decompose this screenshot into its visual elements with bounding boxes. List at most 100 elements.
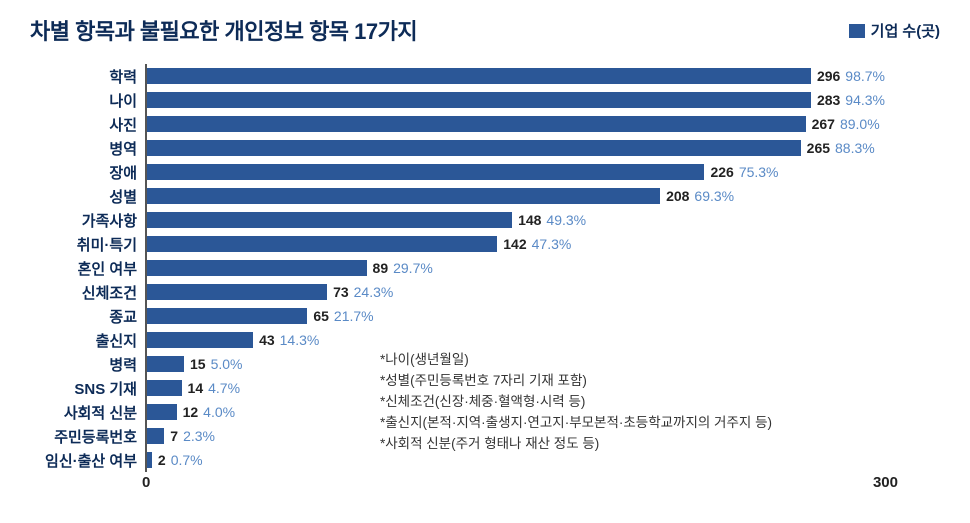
bar-row: 장애 22675.3% xyxy=(30,160,940,184)
value-count: 2 xyxy=(158,452,166,468)
value-count: 283 xyxy=(817,92,840,108)
bar-cell: 142 47.3% xyxy=(145,232,885,256)
value-count: 15 xyxy=(190,356,206,372)
bar xyxy=(147,188,660,204)
bar-row: 출신지 43 14.3% xyxy=(30,328,940,352)
bar xyxy=(147,236,497,252)
bar-row: 사진26789.0% xyxy=(30,112,940,136)
bar xyxy=(147,212,512,228)
bar xyxy=(147,140,801,156)
value-label: 124.0% xyxy=(183,404,236,420)
bar-cell: 208 69.3% xyxy=(145,184,885,208)
value-percent: 14.3% xyxy=(280,332,320,348)
value-percent: 89.0% xyxy=(840,116,880,132)
value-count: 142 xyxy=(503,236,526,252)
bar-cell: 65 21.7% xyxy=(145,304,885,328)
value-percent: 21.7% xyxy=(334,308,374,324)
value-count: 14 xyxy=(188,380,204,396)
category-label: 병역 xyxy=(30,138,145,159)
bar-cell: 267 89.0% xyxy=(145,112,885,136)
value-label: 65 21.7% xyxy=(313,308,373,324)
category-label: 장애 xyxy=(30,162,145,183)
bar-row: 가족사항 148 49.3% xyxy=(30,208,940,232)
chart-title: 차별 항목과 불필요한 개인정보 항목 17가지 xyxy=(30,14,417,46)
bar-row: 혼인 여부8929.7% xyxy=(30,256,940,280)
value-label: 208 69.3% xyxy=(666,188,734,204)
footnotes: *나이(생년월일)*성별(주민등록번호 7자리 기재 포함)*신체조건(신장·체… xyxy=(380,350,772,455)
bar-row: 성별 208 69.3% xyxy=(30,184,940,208)
category-label: 종교 xyxy=(30,306,145,327)
bar xyxy=(147,404,177,420)
category-label: SNS 기재 xyxy=(30,378,145,399)
bar-cell: 43 14.3% xyxy=(145,328,885,352)
category-label: 가족사항 xyxy=(30,210,145,231)
bar xyxy=(147,428,164,444)
value-count: 43 xyxy=(259,332,275,348)
footnote-line: *출신지(본적·지역·출생지·연고지·부모본적·초등학교까지의 거주지 등) xyxy=(380,413,772,434)
value-count: 267 xyxy=(812,116,835,132)
bar xyxy=(147,332,253,348)
value-percent: 0.7% xyxy=(171,452,203,468)
bar-cell: 22675.3% xyxy=(145,160,885,184)
value-percent: 49.3% xyxy=(546,212,586,228)
bar-row: 신체조건7324.3% xyxy=(30,280,940,304)
bar-row: 종교 65 21.7% xyxy=(30,304,940,328)
value-percent: 98.7% xyxy=(845,68,885,84)
footnote-line: *나이(생년월일) xyxy=(380,350,772,371)
value-count: 12 xyxy=(183,404,199,420)
value-label: 15 5.0% xyxy=(190,356,243,372)
legend: 기업 수(곳) xyxy=(849,20,940,41)
value-percent: 24.3% xyxy=(354,284,394,300)
x-tick-min: 0 xyxy=(142,474,150,491)
category-label: 출신지 xyxy=(30,330,145,351)
value-label: 148 49.3% xyxy=(518,212,586,228)
value-label: 144.7% xyxy=(188,380,241,396)
value-label: 28394.3% xyxy=(817,92,885,108)
bar-row: 취미·특기 142 47.3% xyxy=(30,232,940,256)
value-count: 148 xyxy=(518,212,541,228)
footnote-line: *신체조건(신장·체중·혈액형·시력 등) xyxy=(380,392,772,413)
legend-label: 기업 수(곳) xyxy=(871,20,940,41)
bar xyxy=(147,308,307,324)
value-label: 8929.7% xyxy=(373,260,433,276)
bar xyxy=(147,68,811,84)
bar-row: 병역 26588.3% xyxy=(30,136,940,160)
value-count: 296 xyxy=(817,68,840,84)
bar-row: 학력 296 98.7% xyxy=(30,64,940,88)
x-tick-max: 300 xyxy=(873,474,898,491)
value-percent: 4.0% xyxy=(203,404,235,420)
category-label: 나이 xyxy=(30,90,145,111)
value-label: 267 89.0% xyxy=(812,116,880,132)
value-count: 73 xyxy=(333,284,349,300)
category-label: 임신·출산 여부 xyxy=(30,450,145,471)
bar-cell: 296 98.7% xyxy=(145,64,885,88)
value-count: 65 xyxy=(313,308,329,324)
value-percent: 2.3% xyxy=(183,428,215,444)
bar-cell: 28394.3% xyxy=(145,88,885,112)
category-label: 주민등록번호 xyxy=(30,426,145,447)
bar-cell: 26588.3% xyxy=(145,136,885,160)
value-label: 22675.3% xyxy=(710,164,778,180)
footnote-line: *사회적 신분(주거 형태나 재산 정도 등) xyxy=(380,434,772,455)
value-label: 2 0.7% xyxy=(158,452,203,468)
value-label: 142 47.3% xyxy=(503,236,571,252)
bar-cell: 148 49.3% xyxy=(145,208,885,232)
value-percent: 5.0% xyxy=(211,356,243,372)
value-percent: 47.3% xyxy=(532,236,572,252)
value-label: 72.3% xyxy=(170,428,215,444)
value-label: 73 24.3% xyxy=(333,284,393,300)
category-label: 학력 xyxy=(30,66,145,87)
value-count: 265 xyxy=(807,140,830,156)
footnote-line: *성별(주민등록번호 7자리 기재 포함) xyxy=(380,371,772,392)
bar xyxy=(147,452,152,468)
category-label: 성별 xyxy=(30,186,145,207)
value-count: 208 xyxy=(666,188,689,204)
value-count: 226 xyxy=(710,164,733,180)
bar xyxy=(147,260,367,276)
value-label: 26588.3% xyxy=(807,140,875,156)
bar xyxy=(147,164,704,180)
value-label: 43 14.3% xyxy=(259,332,319,348)
value-percent: 29.7% xyxy=(393,260,433,276)
value-percent: 69.3% xyxy=(694,188,734,204)
category-label: 취미·특기 xyxy=(30,234,145,255)
